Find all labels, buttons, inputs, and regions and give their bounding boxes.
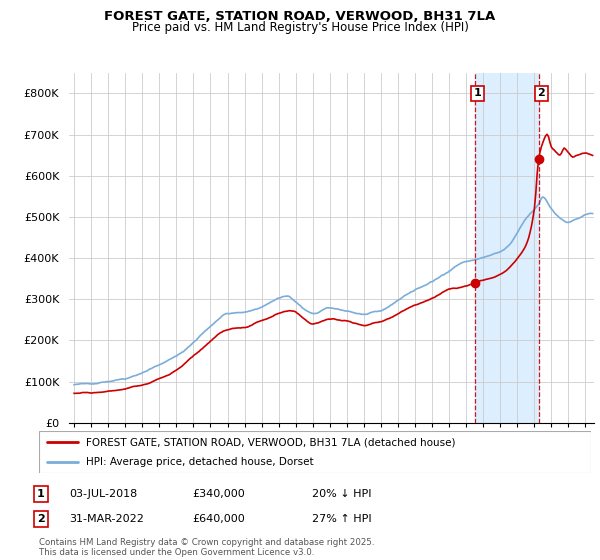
Text: Price paid vs. HM Land Registry's House Price Index (HPI): Price paid vs. HM Land Registry's House … <box>131 21 469 34</box>
FancyBboxPatch shape <box>39 431 591 473</box>
Text: 2: 2 <box>37 514 44 524</box>
Text: 20% ↓ HPI: 20% ↓ HPI <box>312 489 371 499</box>
Text: 31-MAR-2022: 31-MAR-2022 <box>69 514 144 524</box>
Text: £340,000: £340,000 <box>192 489 245 499</box>
Text: £640,000: £640,000 <box>192 514 245 524</box>
Text: FOREST GATE, STATION ROAD, VERWOOD, BH31 7LA: FOREST GATE, STATION ROAD, VERWOOD, BH31… <box>104 10 496 23</box>
Text: FOREST GATE, STATION ROAD, VERWOOD, BH31 7LA (detached house): FOREST GATE, STATION ROAD, VERWOOD, BH31… <box>86 437 455 447</box>
Text: 2: 2 <box>537 88 545 99</box>
Text: 1: 1 <box>473 88 481 99</box>
Text: 1: 1 <box>37 489 44 499</box>
Text: HPI: Average price, detached house, Dorset: HPI: Average price, detached house, Dors… <box>86 458 314 467</box>
Text: 27% ↑ HPI: 27% ↑ HPI <box>312 514 371 524</box>
Text: 03-JUL-2018: 03-JUL-2018 <box>69 489 137 499</box>
Bar <box>475 73 539 423</box>
Text: Contains HM Land Registry data © Crown copyright and database right 2025.
This d: Contains HM Land Registry data © Crown c… <box>39 538 374 557</box>
